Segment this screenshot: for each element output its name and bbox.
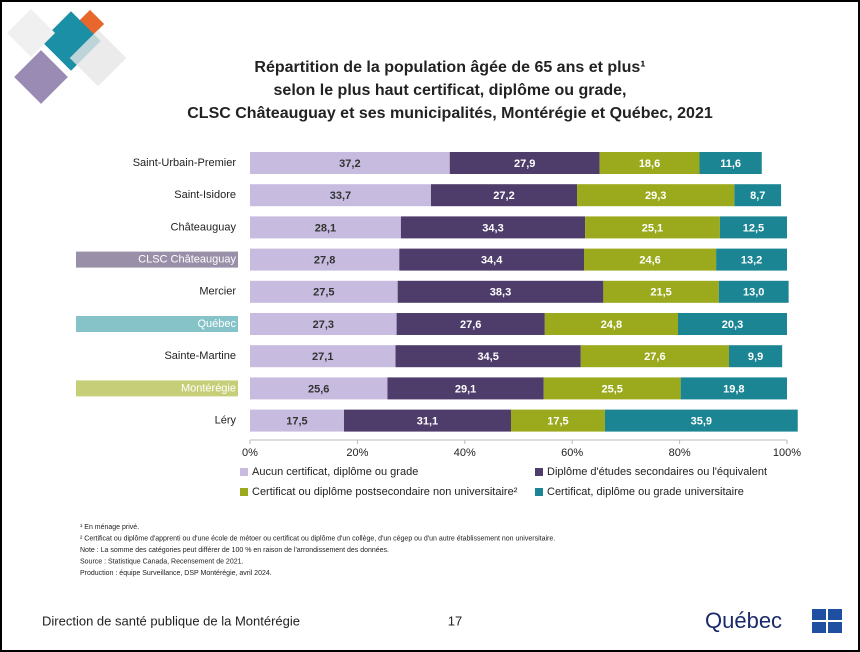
value-label: 20,3 [722,319,743,331]
value-label: 9,9 [748,351,763,363]
value-label: 13,0 [743,287,764,299]
chart-title: CLSC Châteauguay et ses municipalités, M… [187,105,713,122]
y-tick-label: Léry [215,415,237,427]
y-tick-label: Montérégie [181,382,236,394]
value-label: 12,5 [743,222,764,234]
value-label: 29,1 [455,383,476,395]
x-tick-label: 20% [346,447,368,459]
value-label: 27,8 [314,255,335,267]
value-label: 24,6 [639,255,660,267]
value-label: 19,8 [723,383,744,395]
value-label: 33,7 [330,190,351,202]
legend-swatch [240,468,248,476]
value-label: 25,5 [601,383,622,395]
slide: Répartition de la population âgée de 65 … [0,0,860,652]
legend-swatch [240,488,248,496]
value-label: 25,6 [308,383,329,395]
value-label: 34,5 [477,351,498,363]
value-label: 27,3 [313,319,334,331]
value-label: 34,4 [481,255,503,267]
y-tick-label: Saint-Urbain-Premier [133,157,237,169]
value-label: 27,6 [644,351,665,363]
value-label: 18,6 [639,158,660,170]
value-label: 28,1 [315,222,336,234]
footnote: Production : équipe Surveillance, DSP Mo… [80,570,272,577]
value-label: 25,1 [642,222,663,234]
value-label: 29,3 [645,190,666,202]
legend-label: Aucun certificat, diplôme ou grade [252,466,418,478]
quebec-flag [812,609,842,633]
y-tick-label: CLSC Châteauguay [138,254,236,266]
y-tick-label: Québec [197,318,236,330]
value-label: 38,3 [490,287,511,299]
value-label: 17,5 [547,416,568,428]
legend-label: Certificat, diplôme ou grade universitai… [547,486,744,498]
y-tick-label: Châteauguay [171,221,237,233]
value-label: 24,8 [601,319,622,331]
quebec-logo: Québec [705,608,782,633]
y-tick-label: Mercier [199,286,236,298]
page-number: 17 [448,613,462,628]
legend-swatch [535,468,543,476]
value-label: 21,5 [650,287,671,299]
value-label: 13,2 [741,255,762,267]
value-label: 35,9 [691,416,712,428]
value-label: 27,6 [460,319,481,331]
value-label: 37,2 [339,158,360,170]
legend-label: Diplôme d'études secondaires ou l'équiva… [547,466,767,478]
x-tick-label: 40% [454,447,476,459]
value-label: 27,2 [493,190,514,202]
value-label: 34,3 [482,222,503,234]
legend-swatch [535,488,543,496]
value-label: 17,5 [286,416,307,428]
footnote: Note : La somme des catégories peut diff… [80,547,389,554]
chart-title: selon le plus haut certificat, diplôme o… [274,82,627,99]
value-label: 27,1 [312,351,333,363]
footnote: ¹ En ménage privé. [80,524,139,531]
value-label: 11,6 [720,158,741,170]
y-tick-label: Saint-Isidore [174,189,236,201]
y-tick-label: Sainte-Martine [164,350,236,362]
value-label: 27,9 [514,158,535,170]
x-tick-label: 100% [773,447,801,459]
x-tick-label: 60% [561,447,583,459]
chart-title: Répartition de la population âgée de 65 … [254,59,645,76]
x-tick-label: 80% [669,447,691,459]
value-label: 8,7 [750,190,765,202]
value-label: 27,5 [313,287,334,299]
x-tick-label: 0% [242,447,258,459]
footnote: ² Certificat ou diplôme d'apprenti ou d'… [80,535,555,542]
footer-organization: Direction de santé publique de la Montér… [42,613,300,628]
footnote: Source : Statistique Canada, Recensement… [80,558,243,565]
value-label: 31,1 [417,416,438,428]
legend-label: Certificat ou diplôme postsecondaire non… [252,486,518,498]
